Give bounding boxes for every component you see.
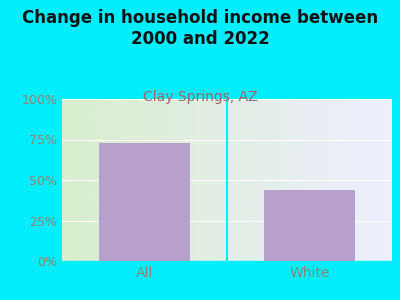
Bar (99, 143, 190, 261)
Bar (264, 190, 355, 261)
Text: Clay Springs, AZ: Clay Springs, AZ (143, 90, 257, 104)
Text: Change in household income between
2000 and 2022: Change in household income between 2000 … (22, 9, 378, 48)
